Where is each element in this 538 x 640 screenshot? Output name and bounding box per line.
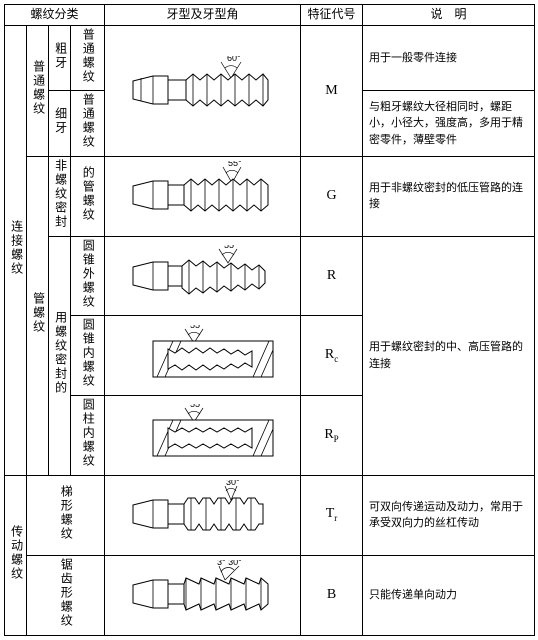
hdr-profile: 牙型及牙型角 xyxy=(105,5,301,26)
svg-text:55°: 55° xyxy=(224,245,238,250)
sub-cone-int: 圆锥内螺纹 xyxy=(71,316,105,396)
cat-connect: 连接螺纹 xyxy=(5,25,27,475)
sub-ord1: 普通螺纹 xyxy=(71,25,105,91)
sub-cone-ext: 圆锥外螺纹 xyxy=(71,236,105,316)
svg-text:3° 30°: 3° 30° xyxy=(217,560,242,567)
code-g: G xyxy=(301,156,363,236)
hdr-class: 螺纹分类 xyxy=(5,5,105,26)
desc-m2: 与粗牙螺纹大径相同时，螺距小，小径大，强度高，多用于精密零件，薄壁零件 xyxy=(363,91,535,157)
cat-drive: 传动螺纹 xyxy=(5,475,27,635)
diagram-rc: 55° xyxy=(105,316,301,396)
sub-seal: 用螺纹密封的 xyxy=(49,236,71,475)
svg-text:55°: 55° xyxy=(190,325,204,330)
code-m: M xyxy=(301,25,363,156)
sub-saw: 锯齿形螺纹 xyxy=(27,555,105,635)
code-tr: Tr xyxy=(301,475,363,555)
desc-tr: 可双向传递运动及动力，常用于承受双向力的丝杠传动 xyxy=(363,475,535,555)
hdr-code: 特征代号 xyxy=(301,5,363,26)
sub-cyl-int: 圆柱内螺纹 xyxy=(71,395,105,475)
code-b: B xyxy=(301,555,363,635)
sub-trap: 梯形螺纹 xyxy=(27,475,105,555)
diagram-r: 55° xyxy=(105,236,301,316)
hdr-desc: 说 明 xyxy=(363,5,535,26)
svg-text:55°: 55° xyxy=(228,161,242,168)
svg-text:30°: 30° xyxy=(226,480,240,487)
sub-coarse: 粗牙 xyxy=(49,25,71,91)
diagram-b: 3° 30° xyxy=(105,555,301,635)
diagram-g: 55° xyxy=(105,156,301,236)
code-r: R xyxy=(301,236,363,316)
sub-pipe: 管螺纹 xyxy=(27,156,49,475)
sub-ord2: 普通螺纹 xyxy=(71,91,105,157)
sub-fine: 细牙 xyxy=(49,91,71,157)
diagram-tr: 30° xyxy=(105,475,301,555)
svg-text:60°: 60° xyxy=(227,56,241,63)
desc-g: 用于非螺纹密封的低压管路的连接 xyxy=(363,156,535,236)
code-rc: Rc xyxy=(301,316,363,396)
sub-nonseal: 非螺纹密封 xyxy=(49,156,71,236)
desc-b: 只能传递单向动力 xyxy=(363,555,535,635)
desc-m1: 用于一般零件连接 xyxy=(363,25,535,91)
sub-common: 普通螺纹 xyxy=(27,25,49,156)
diagram-m: 60° xyxy=(105,25,301,156)
diagram-rp: 55° xyxy=(105,395,301,475)
sub-nonseal-pipe: 的管螺纹 xyxy=(71,156,105,236)
code-rp: RP xyxy=(301,395,363,475)
svg-text:55°: 55° xyxy=(190,404,204,409)
desc-r: 用于螺纹密封的中、高压管路的连接 xyxy=(363,236,535,475)
